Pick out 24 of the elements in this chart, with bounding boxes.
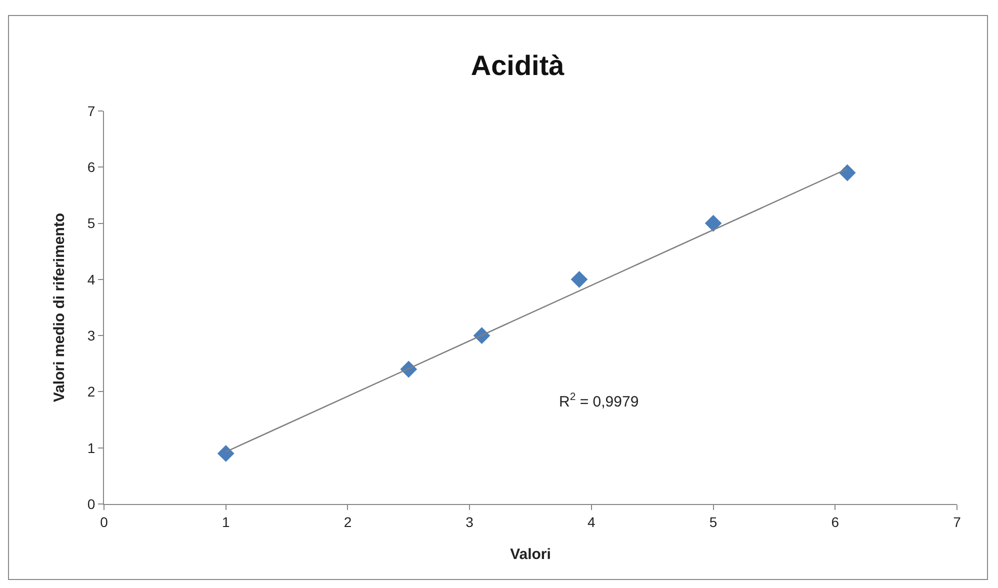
- x-tick-label: 6: [831, 514, 840, 530]
- x-tick-label: 7: [953, 514, 962, 530]
- y-tick-label: 3: [87, 327, 96, 344]
- y-tick-label: 1: [87, 440, 96, 456]
- point: [704, 214, 722, 232]
- chart-title: Acidità: [470, 50, 565, 82]
- x-tick-label: 4: [588, 514, 596, 530]
- y-tick-label: 5: [87, 215, 96, 232]
- x-tick-label: 3: [466, 514, 474, 530]
- point: [838, 164, 856, 182]
- y-tick-label: 0: [87, 496, 96, 512]
- y-tick-label: 7: [87, 102, 96, 119]
- y-tick-label: 6: [87, 159, 96, 176]
- y-tick-label: 2: [87, 384, 96, 400]
- y-axis-title: Valori medio di riferimento: [51, 212, 68, 402]
- annotation: R$^{2}$ = 0,9979: [559, 391, 639, 410]
- point: [217, 445, 234, 462]
- x-tick-label: 5: [709, 514, 718, 530]
- x-tick-label: 1: [222, 514, 230, 530]
- point: [570, 270, 588, 288]
- x-axis-title: Valori: [510, 546, 551, 563]
- y-tick-label: 4: [87, 271, 96, 288]
- x-tick-label: 0: [100, 514, 108, 530]
- x-tick-label: 2: [344, 514, 352, 530]
